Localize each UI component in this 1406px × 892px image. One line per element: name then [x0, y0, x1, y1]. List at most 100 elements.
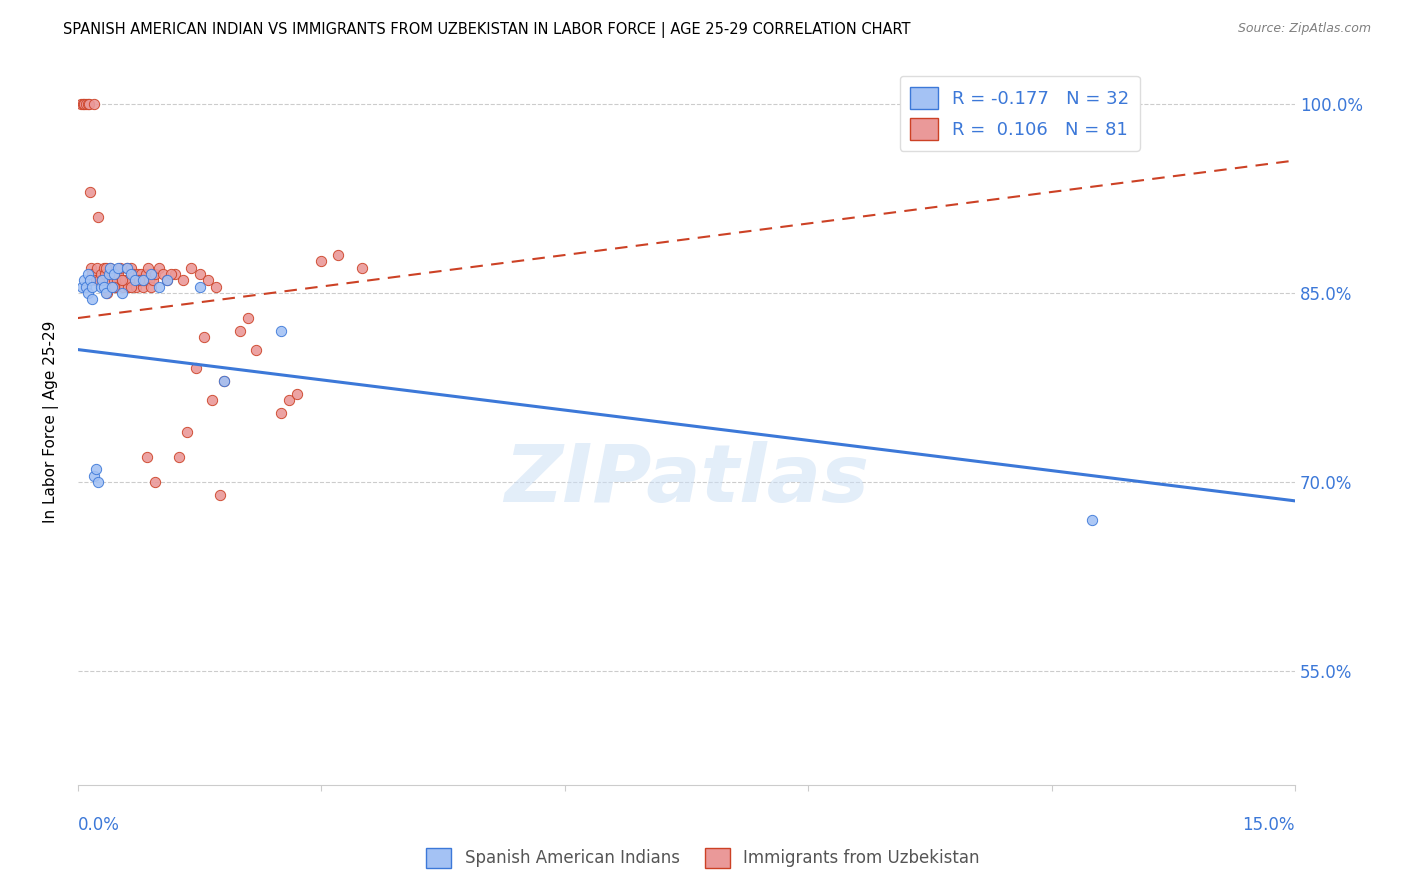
Legend: Spanish American Indians, Immigrants from Uzbekistan: Spanish American Indians, Immigrants fro…	[420, 841, 986, 875]
Point	[96, 285, 118, 300]
Point	[104, 279, 127, 293]
Point	[208, 487, 231, 501]
Point	[77, 96, 100, 111]
Point	[90, 279, 112, 293]
Point	[101, 279, 124, 293]
Point	[70, 96, 93, 111]
Point	[148, 260, 170, 275]
Point	[87, 475, 110, 489]
Point	[79, 273, 101, 287]
Point	[156, 273, 179, 287]
Point	[80, 260, 103, 275]
Point	[139, 279, 162, 293]
Point	[70, 279, 93, 293]
Point	[75, 279, 97, 293]
Point	[86, 260, 108, 275]
Point	[127, 267, 149, 281]
Text: 0.0%: 0.0%	[77, 816, 120, 834]
Point	[93, 279, 115, 293]
Point	[311, 254, 333, 268]
Point	[270, 324, 292, 338]
Point	[132, 273, 155, 287]
Text: Source: ZipAtlas.com: Source: ZipAtlas.com	[1237, 22, 1371, 36]
Point	[270, 406, 292, 420]
Point	[107, 260, 129, 275]
Point	[188, 267, 211, 281]
Point	[350, 260, 373, 275]
Point	[229, 324, 252, 338]
Point	[139, 267, 162, 281]
Point	[83, 96, 105, 111]
Point	[73, 273, 96, 287]
Point	[245, 343, 267, 357]
Point	[75, 96, 97, 111]
Text: SPANISH AMERICAN INDIAN VS IMMIGRANTS FROM UZBEKISTAN IN LABOR FORCE | AGE 25-29: SPANISH AMERICAN INDIAN VS IMMIGRANTS FR…	[63, 22, 911, 38]
Point	[120, 267, 142, 281]
Point	[76, 285, 98, 300]
Point	[180, 260, 202, 275]
Point	[277, 392, 299, 407]
Point	[124, 273, 146, 287]
Y-axis label: In Labor Force | Age 25-29: In Labor Force | Age 25-29	[44, 321, 59, 524]
Point	[91, 273, 114, 287]
Point	[1081, 513, 1104, 527]
Point	[80, 292, 103, 306]
Point	[285, 386, 308, 401]
Point	[115, 260, 138, 275]
Point	[73, 96, 96, 111]
Point	[117, 279, 139, 293]
Point	[135, 267, 157, 281]
Point	[101, 267, 124, 281]
Legend: R = -0.177   N = 32, R =  0.106   N = 81: R = -0.177 N = 32, R = 0.106 N = 81	[900, 76, 1140, 151]
Point	[108, 260, 131, 275]
Point	[193, 330, 215, 344]
Point	[129, 267, 152, 281]
Point	[93, 260, 115, 275]
Point	[111, 273, 134, 287]
Point	[212, 374, 235, 388]
Point	[115, 260, 138, 275]
Point	[90, 267, 112, 281]
Point	[87, 273, 110, 287]
Point	[84, 462, 107, 476]
Point	[204, 279, 226, 293]
Point	[114, 273, 136, 287]
Point	[77, 267, 100, 281]
Point	[141, 273, 163, 287]
Point	[76, 96, 98, 111]
Point	[111, 285, 134, 300]
Point	[107, 267, 129, 281]
Point	[134, 273, 156, 287]
Point	[87, 210, 110, 224]
Point	[125, 279, 148, 293]
Point	[152, 267, 174, 281]
Point	[103, 279, 125, 293]
Point	[143, 475, 166, 489]
Text: ZIPatlas: ZIPatlas	[503, 441, 869, 519]
Point	[326, 248, 349, 262]
Point	[96, 260, 118, 275]
Point	[138, 273, 160, 287]
Point	[197, 273, 219, 287]
Point	[143, 267, 166, 281]
Point	[120, 279, 142, 293]
Point	[156, 273, 179, 287]
Point	[97, 273, 120, 287]
Point	[148, 279, 170, 293]
Point	[98, 260, 121, 275]
Point	[79, 185, 101, 199]
Point	[91, 273, 114, 287]
Point	[84, 273, 107, 287]
Point	[124, 273, 146, 287]
Point	[132, 279, 155, 293]
Point	[169, 450, 191, 464]
Point	[98, 260, 121, 275]
Point	[136, 260, 159, 275]
Point	[72, 96, 94, 111]
Point	[128, 273, 150, 287]
Point	[83, 468, 105, 483]
Point	[94, 267, 117, 281]
Point	[160, 267, 183, 281]
Point	[97, 267, 120, 281]
Point	[176, 425, 198, 439]
